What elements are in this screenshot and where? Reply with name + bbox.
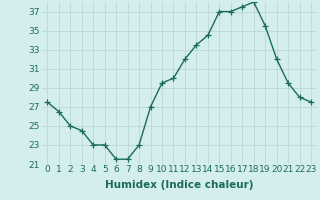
X-axis label: Humidex (Indice chaleur): Humidex (Indice chaleur) xyxy=(105,180,253,190)
